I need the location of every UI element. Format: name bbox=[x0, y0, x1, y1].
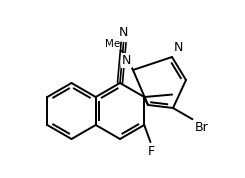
Text: N: N bbox=[122, 54, 131, 67]
Text: N: N bbox=[119, 26, 128, 39]
Text: Br: Br bbox=[194, 121, 208, 134]
Text: Me: Me bbox=[105, 39, 120, 49]
Text: N: N bbox=[174, 41, 183, 54]
Text: F: F bbox=[148, 145, 155, 158]
